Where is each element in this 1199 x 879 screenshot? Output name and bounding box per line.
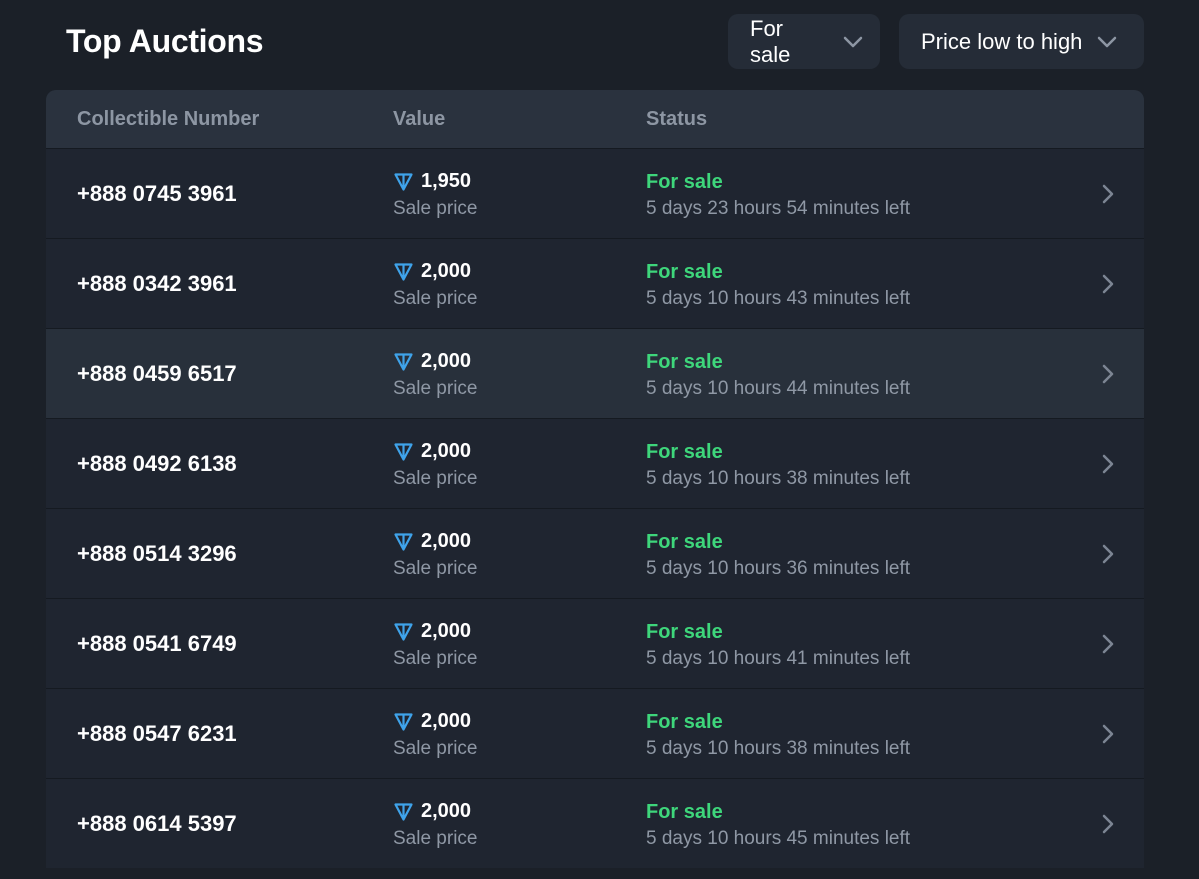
price-label: Sale price <box>393 827 478 849</box>
price-value: 2,000 <box>421 260 472 282</box>
price-value: 2,000 <box>421 440 472 462</box>
ton-icon <box>393 531 414 552</box>
header: Top Auctions For sale Price low to high <box>46 14 1144 69</box>
chevron-right-icon[interactable] <box>1072 453 1144 475</box>
collectible-number: +888 0745 3961 <box>77 180 237 206</box>
ton-icon <box>393 711 414 732</box>
time-left: 5 days 10 hours 43 minutes left <box>646 287 911 309</box>
chevron-right-icon[interactable] <box>1072 723 1144 745</box>
collectible-number: +888 0614 5397 <box>77 810 237 836</box>
ton-icon <box>393 621 414 642</box>
time-left: 5 days 23 hours 54 minutes left <box>646 197 911 219</box>
chevron-right-icon[interactable] <box>1072 543 1144 565</box>
table-row[interactable]: +888 0745 3961 1,950 Sale price For sale… <box>46 148 1144 238</box>
table-row[interactable]: +888 0342 3961 2,000 Sale price For sale… <box>46 238 1144 328</box>
time-left: 5 days 10 hours 36 minutes left <box>646 557 911 579</box>
table-row[interactable]: +888 0514 3296 2,000 Sale price For sale… <box>46 508 1144 598</box>
table-row[interactable]: +888 0541 6749 2,000 Sale price For sale… <box>46 598 1144 688</box>
price-label: Sale price <box>393 647 478 669</box>
collectible-number: +888 0547 6231 <box>77 720 237 746</box>
chevron-right-icon[interactable] <box>1072 183 1144 205</box>
time-left: 5 days 10 hours 38 minutes left <box>646 737 911 759</box>
time-left: 5 days 10 hours 38 minutes left <box>646 467 911 489</box>
collectible-number: +888 0514 3296 <box>77 540 237 566</box>
time-left: 5 days 10 hours 44 minutes left <box>646 377 911 399</box>
sort-label: Price low to high <box>921 28 1083 54</box>
price-label: Sale price <box>393 287 478 309</box>
price-value: 2,000 <box>421 350 472 372</box>
column-header-number: Collectible Number <box>77 107 260 130</box>
status-badge: For sale <box>646 800 723 823</box>
price-label: Sale price <box>393 467 478 489</box>
sort-dropdown[interactable]: Price low to high <box>899 14 1144 69</box>
table-row[interactable]: +888 0547 6231 2,000 Sale price For sale… <box>46 688 1144 778</box>
status-badge: For sale <box>646 440 723 463</box>
column-header-value: Value <box>393 107 446 130</box>
price-value: 2,000 <box>421 530 472 552</box>
price-label: Sale price <box>393 377 478 399</box>
price-value: 2,000 <box>421 800 472 822</box>
status-badge: For sale <box>646 710 723 733</box>
collectible-number: +888 0492 6138 <box>77 450 237 476</box>
table-row[interactable]: +888 0614 5397 2,000 Sale price For sale… <box>46 778 1144 868</box>
collectible-number: +888 0342 3961 <box>77 270 237 296</box>
price-label: Sale price <box>393 557 478 579</box>
status-filter-label: For sale <box>750 15 791 67</box>
price-value: 1,950 <box>421 170 472 192</box>
table-header: Collectible Number Value Status <box>46 90 1144 148</box>
auctions-table: Collectible Number Value Status +888 074… <box>46 90 1144 868</box>
price-value: 2,000 <box>421 710 472 732</box>
chevron-down-icon <box>1096 31 1118 53</box>
status-badge: For sale <box>646 350 723 373</box>
time-left: 5 days 10 hours 41 minutes left <box>646 647 911 669</box>
ton-icon <box>393 441 414 462</box>
table-row[interactable]: +888 0459 6517 2,000 Sale price For sale… <box>46 328 1144 418</box>
chevron-right-icon[interactable] <box>1072 363 1144 385</box>
chevron-right-icon[interactable] <box>1072 813 1144 835</box>
time-left: 5 days 10 hours 45 minutes left <box>646 827 911 849</box>
ton-icon <box>393 171 414 192</box>
price-label: Sale price <box>393 197 478 219</box>
table-body: +888 0745 3961 1,950 Sale price For sale… <box>46 148 1144 868</box>
table-row[interactable]: +888 0492 6138 2,000 Sale price For sale… <box>46 418 1144 508</box>
ton-icon <box>393 801 414 822</box>
column-header-status: Status <box>646 107 708 130</box>
ton-icon <box>393 351 414 372</box>
chevron-right-icon[interactable] <box>1072 633 1144 655</box>
status-badge: For sale <box>646 170 723 193</box>
status-badge: For sale <box>646 620 723 643</box>
status-filter-dropdown[interactable]: For sale <box>728 14 880 69</box>
price-label: Sale price <box>393 737 478 759</box>
collectible-number: +888 0459 6517 <box>77 360 237 386</box>
ton-icon <box>393 261 414 282</box>
status-badge: For sale <box>646 530 723 553</box>
price-value: 2,000 <box>421 620 472 642</box>
status-badge: For sale <box>646 260 723 283</box>
chevron-down-icon <box>842 31 864 53</box>
collectible-number: +888 0541 6749 <box>77 630 237 656</box>
chevron-right-icon[interactable] <box>1072 273 1144 295</box>
page-title: Top Auctions <box>66 23 264 59</box>
